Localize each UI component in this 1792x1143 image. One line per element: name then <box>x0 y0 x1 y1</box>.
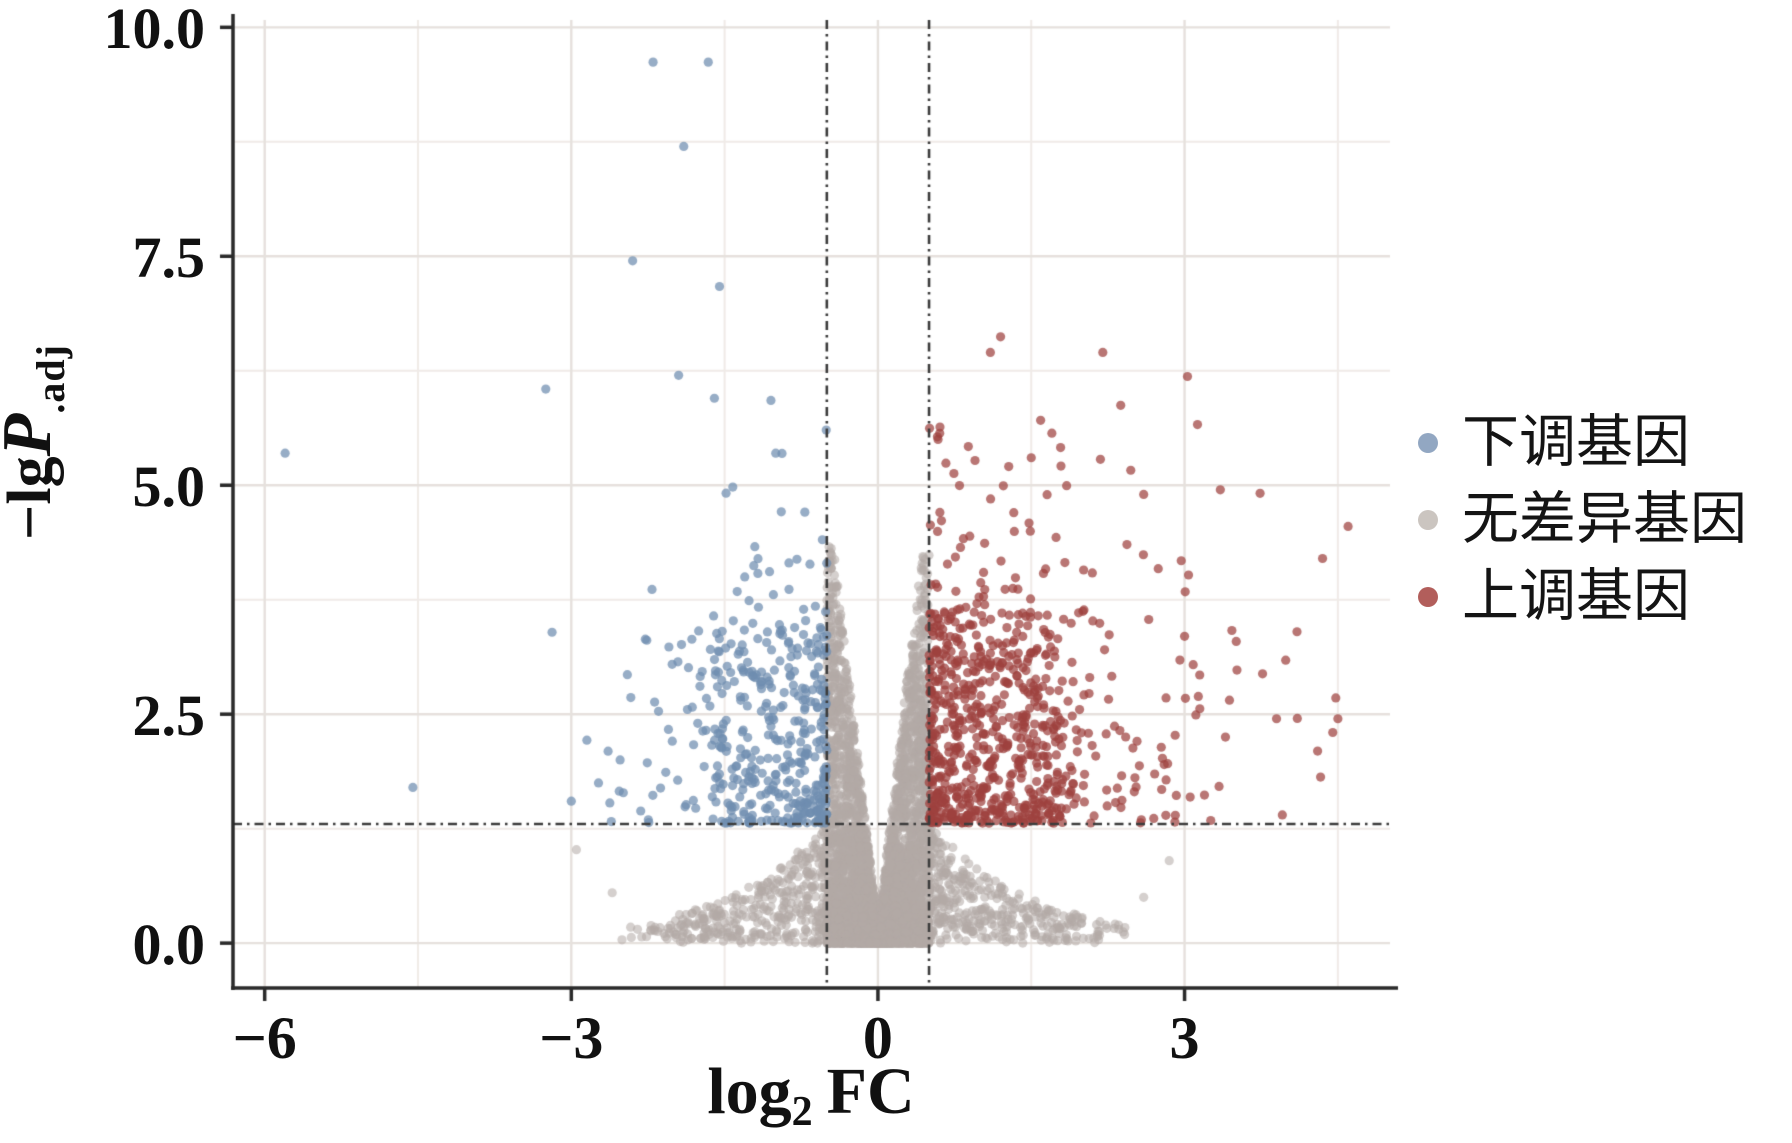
y-axis-title-prefix: −lg <box>0 456 64 540</box>
x-axis-tick-label: 3 <box>1169 1005 1200 1071</box>
legend-marker-up-regulated-icon <box>1418 586 1438 607</box>
x-axis-tick-label: −3 <box>539 1005 604 1071</box>
x-axis-title-subscript: 2 <box>791 1089 813 1135</box>
y-axis-tick-label: 0.0 <box>132 912 206 978</box>
legend-item-down-regulated: 下调基因 <box>1418 404 1747 481</box>
y-axis-tick-label: 2.5 <box>132 683 206 749</box>
x-axis-title: log2 FC <box>707 1059 914 1135</box>
legend-item-up-regulated: 上调基因 <box>1418 558 1747 635</box>
x-axis-title-base: log <box>707 1055 792 1128</box>
legend: 下调基因 无差异基因 上调基因 <box>1418 404 1747 635</box>
x-axis-tick-label: 0 <box>862 1005 893 1071</box>
x-axis-title-suffix: FC <box>826 1055 915 1128</box>
y-axis-title: −lgP.adj <box>0 344 73 540</box>
x-axis-tick-label: −6 <box>232 1005 297 1071</box>
y-axis-tick-label: 5.0 <box>132 454 206 520</box>
y-axis-tick-label: 10.0 <box>103 0 206 62</box>
legend-label-up-regulated: 上调基因 <box>1462 565 1690 628</box>
y-axis-title-symbol: P <box>0 414 66 457</box>
y-axis-title-subscript: .adj <box>28 344 73 414</box>
legend-marker-down-regulated-icon <box>1418 432 1438 453</box>
legend-item-not-significant: 无差异基因 <box>1418 481 1747 558</box>
legend-label-not-significant: 无差异基因 <box>1462 488 1747 551</box>
legend-marker-not-significant-icon <box>1418 509 1438 530</box>
legend-label-down-regulated: 下调基因 <box>1462 411 1690 474</box>
y-axis-tick-label: 7.5 <box>132 225 206 291</box>
